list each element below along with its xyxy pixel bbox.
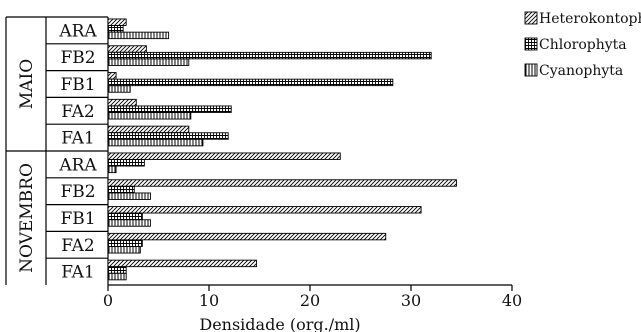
- x-tick-label: 0: [103, 291, 113, 310]
- bar-chlorophyta-fb1: [107, 212, 143, 221]
- bar-chlorophyta-fb2: [107, 185, 135, 194]
- bar-heterokontophyta-ara: [107, 18, 127, 26]
- site-label: FA2: [61, 102, 94, 122]
- site-label: ARA: [58, 155, 97, 175]
- bar-chlorophyta-ara: [107, 25, 124, 33]
- bar-chlorophyta-fb2: [107, 51, 432, 60]
- site-label: FB1: [60, 209, 95, 229]
- x-tick-label: 10: [199, 291, 219, 310]
- bar-cyanophyta-fb1: [107, 219, 151, 227]
- bar-heterokontophyta-ara: [107, 152, 341, 160]
- bar-heterokontophyta-fb1: [107, 206, 422, 214]
- site-label: FA1: [61, 263, 94, 283]
- site-label: ARA: [58, 21, 97, 41]
- x-tick-label: 20: [300, 291, 320, 310]
- legend-label: Chlorophyta: [539, 37, 627, 53]
- legend-swatch: [524, 11, 538, 25]
- group-label: MAIO: [17, 59, 37, 109]
- bars-layer: [107, 18, 457, 281]
- bar-chlorophyta-fa2: [107, 105, 232, 113]
- site-label: FB2: [60, 182, 95, 202]
- bar-heterokontophyta-fb2: [107, 179, 457, 187]
- legend-label: Heterokontophyta: [539, 11, 641, 27]
- group-label: NOVEMBRO: [17, 163, 37, 273]
- bar-cyanophyta-fb2: [107, 58, 190, 66]
- site-label: FA1: [61, 129, 94, 149]
- bar-heterokontophyta-fb1: [107, 72, 117, 80]
- bar-cyanophyta-fa1: [107, 272, 127, 281]
- site-label: FA2: [61, 236, 94, 256]
- bar-heterokontophyta-fa1: [107, 259, 257, 268]
- bar-chlorophyta-fa2: [107, 239, 143, 247]
- bar-heterokontophyta-fb2: [107, 45, 147, 53]
- bar-cyanophyta-ara: [107, 31, 170, 40]
- bar-cyanophyta-fb1: [107, 85, 131, 93]
- bar-heterokontophyta-fa2: [107, 98, 137, 107]
- bar-cyanophyta-ara: [107, 165, 117, 174]
- bar-heterokontophyta-fa1: [107, 125, 190, 134]
- legend-label: Cyanophyta: [539, 63, 623, 79]
- chart-frame: [5, 16, 513, 291]
- x-tick-label: 40: [502, 291, 522, 310]
- bar-chlorophyta-fa1: [107, 266, 127, 274]
- bar-chlorophyta-fb1: [107, 78, 394, 87]
- x-tick-label: 30: [401, 291, 421, 310]
- bar-cyanophyta-fa2: [107, 112, 192, 120]
- site-label: FB2: [60, 48, 95, 68]
- bar-cyanophyta-fa2: [107, 246, 141, 254]
- site-label: FB1: [60, 75, 95, 95]
- bar-heterokontophyta-fa2: [107, 232, 387, 241]
- bar-cyanophyta-fa1: [107, 138, 204, 147]
- bar-chlorophyta-fa1: [107, 132, 229, 140]
- bar-cyanophyta-fb2: [107, 192, 151, 200]
- bar-chlorophyta-ara: [107, 159, 145, 167]
- legend-swatch: [524, 63, 538, 77]
- legend: Heterokontophyta Chlorophyta Cyanophyta: [524, 11, 641, 79]
- legend-swatch: [524, 37, 538, 51]
- labels-layer: 0 10 20 30 40 Densidade (org./ml) ARA FB2 FB1 FA2…: [17, 21, 522, 332]
- x-axis-title: Densidade (org./ml): [199, 315, 360, 332]
